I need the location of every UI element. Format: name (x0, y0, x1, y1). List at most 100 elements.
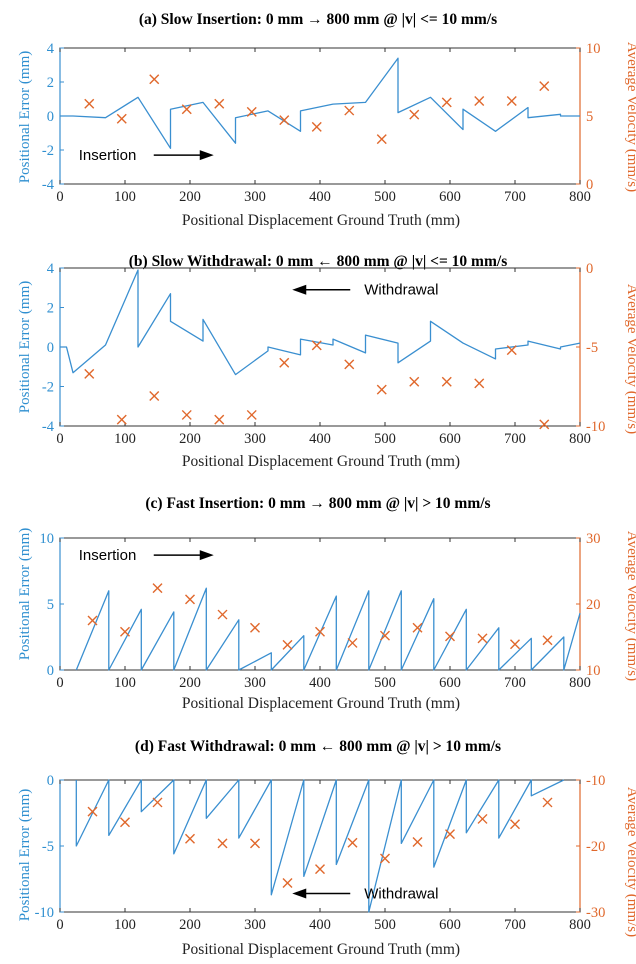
x-tick-label: 100 (114, 189, 136, 205)
y-tick-label-left: 2 (47, 75, 54, 91)
x-tick-label: 0 (56, 431, 63, 447)
velocity-marker-stroke (116, 414, 127, 425)
annotation-text: Withdrawal (364, 886, 438, 903)
velocity-marker (344, 105, 355, 116)
velocity-marker-stroke (250, 622, 260, 633)
y-axis-label-right: Average Velocity (mm/s) (624, 787, 636, 937)
velocity-marker (474, 378, 485, 389)
velocity-marker (376, 384, 387, 395)
y-tick-label-left: 2 (47, 301, 54, 317)
velocity-marker-stroke (477, 813, 488, 824)
velocity-marker-stroke (149, 74, 160, 85)
x-tick-label: 500 (374, 431, 396, 447)
velocity-marker (441, 376, 452, 387)
velocity-marker-stroke (474, 378, 485, 389)
x-tick-label: 0 (56, 189, 63, 205)
positional-error-line (60, 57, 580, 149)
x-tick-label: 400 (309, 675, 331, 691)
panel-a: (a) Slow Insertion: 0 mm → 800 mm @ |v| … (17, 11, 636, 229)
velocity-marker-stroke (282, 877, 293, 888)
panel-c: (c) Fast Insertion: 0 mm → 800 mm @ |v| … (17, 495, 636, 712)
velocity-marker (380, 853, 390, 864)
x-axis-label: Positional Displacement Ground Truth (mm… (182, 453, 460, 470)
x-tick-label: 700 (504, 917, 526, 933)
velocity-marker-stroke (84, 98, 95, 109)
x-tick-label: 0 (56, 675, 63, 691)
velocity-marker (279, 357, 290, 368)
velocity-marker-stroke (510, 639, 520, 650)
velocity-marker-stroke (542, 797, 553, 808)
velocity-marker-stroke (152, 797, 163, 808)
velocity-marker (84, 368, 95, 379)
velocity-marker-stroke (217, 609, 228, 620)
arrow-left-head (292, 888, 307, 899)
velocity-marker (217, 609, 228, 620)
velocity-marker-stroke (441, 376, 452, 387)
chart-title: (a) Slow Insertion: 0 mm → 800 mm @ |v| … (139, 11, 497, 28)
velocity-marker-stroke (84, 368, 95, 379)
velocity-marker (149, 390, 160, 401)
arrow-left-head (292, 284, 307, 295)
velocity-marker (246, 106, 257, 117)
velocity-marker (445, 829, 455, 840)
chart-title: (b) Slow Withdrawal: 0 mm ← 800 mm @ |v|… (129, 253, 507, 270)
velocity-marker (409, 376, 420, 387)
x-tick-label: 800 (569, 189, 591, 205)
x-tick-label: 0 (56, 917, 63, 933)
velocity-marker-stroke (412, 622, 423, 633)
velocity-marker (506, 345, 517, 356)
velocity-marker (477, 813, 488, 824)
x-tick-label: 700 (504, 675, 526, 691)
velocity-marker-stroke (347, 837, 358, 848)
x-tick-label: 600 (439, 189, 461, 205)
y-tick-label-left: 0 (47, 340, 54, 356)
x-tick-label: 100 (114, 917, 136, 933)
velocity-marker (116, 113, 127, 124)
x-tick-label: 300 (244, 675, 266, 691)
velocity-marker (347, 637, 358, 648)
velocity-marker-stroke (380, 853, 390, 864)
y-tick-label-right: 30 (586, 531, 601, 547)
velocity-marker-stroke (120, 817, 130, 828)
velocity-marker (152, 797, 163, 808)
y-tick-label-left: 4 (47, 261, 55, 277)
x-tick-label: 200 (179, 431, 201, 447)
x-tick-label: 100 (114, 675, 136, 691)
x-tick-label: 700 (504, 189, 526, 205)
velocity-marker-stroke (246, 409, 257, 420)
y-tick-label-left: 0 (47, 773, 54, 789)
velocity-marker-stroke (185, 594, 195, 605)
velocity-marker (542, 635, 553, 646)
y-tick-label-left: 10 (40, 531, 55, 547)
y-tick-label-left: -2 (42, 380, 54, 396)
velocity-marker (185, 594, 195, 605)
velocity-marker-stroke (477, 633, 488, 644)
velocity-marker (116, 414, 127, 425)
velocity-marker (185, 833, 195, 844)
annotation: Withdrawal (292, 282, 438, 299)
x-tick-label: 800 (569, 675, 591, 691)
y-tick-label-right: 5 (586, 109, 593, 125)
chart-title: (c) Fast Insertion: 0 mm → 800 mm @ |v| … (145, 495, 490, 512)
velocity-marker-stroke (214, 414, 225, 425)
y-tick-label-right: -5 (586, 340, 598, 356)
x-tick-label: 200 (179, 189, 201, 205)
velocity-marker-stroke (376, 384, 387, 395)
velocity-marker-stroke (311, 121, 322, 132)
velocity-marker (87, 615, 98, 626)
y-tick-label-right: -20 (586, 839, 605, 855)
velocity-marker-stroke (181, 409, 192, 420)
y-tick-label-left: -4 (42, 419, 55, 435)
y-tick-label-right: 0 (586, 177, 593, 193)
velocity-marker-stroke (149, 390, 160, 401)
velocity-marker-stroke (87, 806, 98, 817)
y-axis-label-left: Positional Error (mm) (17, 528, 33, 660)
velocity-marker-stroke (542, 635, 553, 646)
velocity-marker (315, 864, 325, 875)
x-tick-label: 500 (374, 189, 396, 205)
x-tick-label: 400 (309, 917, 331, 933)
x-tick-label: 200 (179, 917, 201, 933)
arrow-right-head (199, 550, 214, 561)
y-axis-label-left: Positional Error (mm) (17, 51, 33, 183)
y-tick-label-right: -30 (586, 905, 605, 921)
